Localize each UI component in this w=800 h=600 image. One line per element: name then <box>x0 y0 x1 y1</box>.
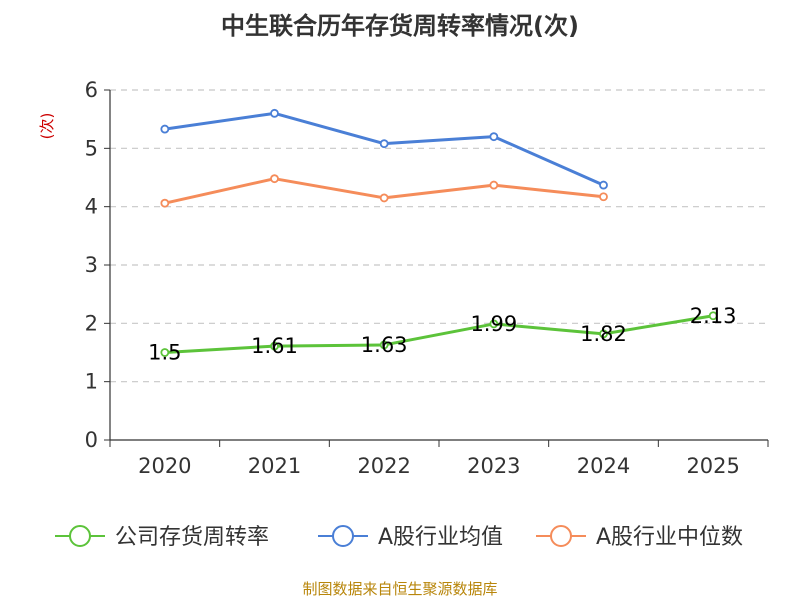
chart-title: 中生联合历年存货周转率情况(次) <box>221 12 579 40</box>
data-label: 1.99 <box>470 312 517 336</box>
data-label: 1.61 <box>251 334 298 358</box>
series-point <box>270 174 279 184</box>
y-tick-label: 0 <box>85 428 98 452</box>
series-point <box>599 329 608 339</box>
legend-marker <box>332 525 354 547</box>
series-point <box>489 180 499 190</box>
legend-item: A股行业均值 <box>318 525 503 550</box>
series-line <box>164 111 605 187</box>
series-point <box>160 124 170 134</box>
series-line <box>164 314 714 354</box>
data-label: 2.13 <box>690 304 737 328</box>
y-tick-label: 3 <box>85 253 98 277</box>
x-tick-label: 2022 <box>357 454 410 478</box>
legend-marker <box>69 525 91 547</box>
data-label: 1.5 <box>148 341 181 365</box>
series-point <box>379 139 389 149</box>
legend-label: A股行业均值 <box>378 525 503 550</box>
x-tick-label: 2025 <box>686 454 739 478</box>
series-point <box>708 311 718 321</box>
source-note: 制图数据来自恒生聚源数据库 <box>302 580 497 598</box>
series-point <box>489 132 499 142</box>
series-point <box>599 192 608 202</box>
axes: 0 1 2 3 4 5 6 2020 2021 2022 2023 2024 2025 <box>85 78 769 478</box>
series-point <box>160 198 170 208</box>
y-axis-label: (次) <box>38 113 56 140</box>
series-point <box>599 180 608 190</box>
y-tick-label: 6 <box>85 78 98 102</box>
x-tick-label: 2024 <box>577 454 630 478</box>
x-tick-label: 2021 <box>248 454 301 478</box>
x-tick-label: 2020 <box>138 454 191 478</box>
grid-lines <box>110 89 768 383</box>
y-tick-label: 5 <box>85 136 98 160</box>
y-tick-label: 1 <box>85 370 98 394</box>
data-label: 1.82 <box>580 322 627 346</box>
x-tick-label: 2023 <box>467 454 520 478</box>
legend: 公司存货周转率 A股行业均值 A股行业中位数 <box>55 525 743 550</box>
y-tick-label: 2 <box>85 311 98 335</box>
series-point <box>160 348 170 357</box>
series-point <box>379 340 389 350</box>
legend-item: 公司存货周转率 <box>55 525 269 550</box>
data-labels: 1.5 1.61 1.63 1.99 1.82 2.13 <box>148 304 736 365</box>
y-tick-label: 4 <box>85 195 98 219</box>
series-point <box>270 108 279 118</box>
series-point <box>379 193 389 203</box>
legend-label: 公司存货周转率 <box>115 525 269 550</box>
series-point <box>489 319 499 329</box>
data-label: 1.63 <box>361 333 408 357</box>
series <box>160 108 718 357</box>
series-point <box>270 341 279 351</box>
legend-item: A股行业中位数 <box>536 525 743 550</box>
legend-marker <box>550 525 572 547</box>
legend-label: A股行业中位数 <box>596 525 743 550</box>
